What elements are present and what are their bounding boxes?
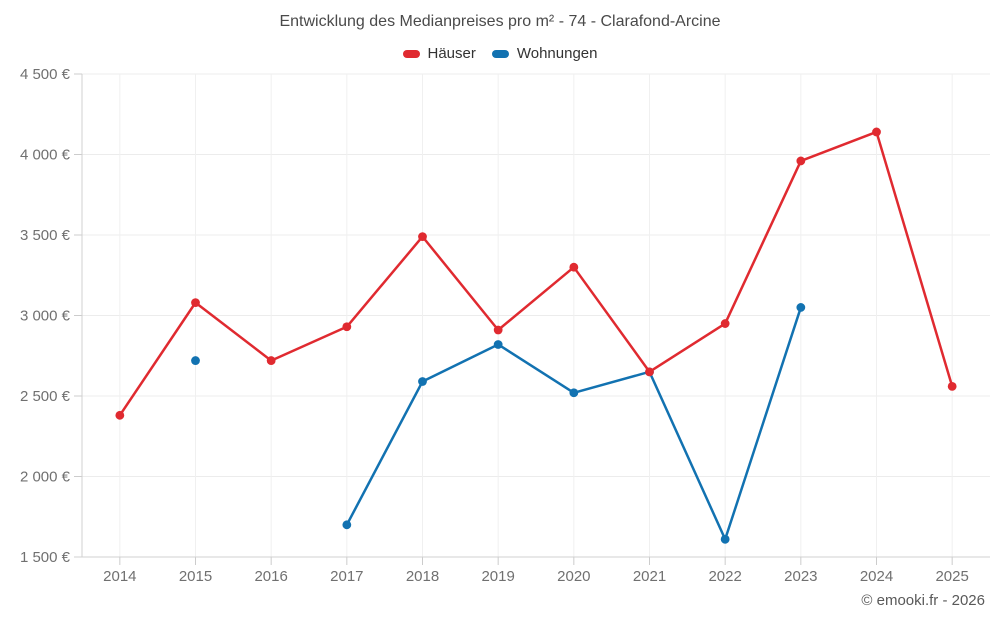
data-point-wohnungen[interactable] <box>493 340 503 349</box>
y-tick-label: 1 500 € <box>20 549 71 566</box>
legend-marker-wohnungen <box>491 49 509 58</box>
data-point-wohnungen[interactable] <box>720 534 730 544</box>
data-point-hauser[interactable] <box>796 156 806 166</box>
data-point-hauser[interactable] <box>493 325 503 335</box>
x-tick-label: 2017 <box>330 568 363 585</box>
chart-title: Entwicklung des Medianpreises pro m² - 7… <box>279 13 721 30</box>
x-tick-label: 2016 <box>254 568 287 585</box>
x-tick-label: 2020 <box>557 568 590 585</box>
data-point-hauser[interactable] <box>720 319 730 328</box>
legend-label: Wohnungen <box>516 45 598 62</box>
data-point-hauser[interactable] <box>872 127 881 137</box>
data-point-wohnungen[interactable] <box>191 356 200 365</box>
x-tick-label: 2021 <box>633 568 666 585</box>
data-point-hauser[interactable] <box>418 232 427 242</box>
y-tick-label: 4 500 € <box>20 66 71 83</box>
data-point-wohnungen[interactable] <box>342 520 352 530</box>
x-tick-label: 2019 <box>481 568 514 585</box>
y-tick-label: 4 000 € <box>20 147 71 164</box>
y-tick-label: 2 000 € <box>20 469 71 486</box>
data-point-hauser[interactable] <box>645 367 654 377</box>
data-point-hauser[interactable] <box>191 298 200 308</box>
y-tick-label: 3 000 € <box>20 308 71 325</box>
x-tick-label: 2015 <box>179 568 212 585</box>
data-point-hauser[interactable] <box>115 410 125 420</box>
y-tick-label: 2 500 € <box>20 388 71 405</box>
x-tick-label: 2014 <box>103 568 136 585</box>
legend-label: Häuser <box>427 45 476 62</box>
x-tick-label: 2022 <box>708 568 741 585</box>
data-point-hauser[interactable] <box>947 381 957 391</box>
legend-marker-hauser <box>402 49 420 58</box>
x-tick-label: 2025 <box>935 568 968 585</box>
data-point-hauser[interactable] <box>569 262 579 272</box>
data-point-hauser[interactable] <box>342 322 352 332</box>
x-tick-label: 2018 <box>406 568 439 585</box>
legend-item-hauser[interactable]: Häuser <box>402 45 476 62</box>
data-point-wohnungen[interactable] <box>796 303 806 312</box>
x-tick-label: 2024 <box>860 568 893 585</box>
y-tick-label: 3 500 € <box>20 227 71 244</box>
x-tick-label: 2023 <box>784 568 817 585</box>
series-line-hauser[interactable] <box>118 130 954 417</box>
credits-link[interactable]: © emooki.fr - 2026 <box>861 592 985 609</box>
legend: Häuser Wohnungen <box>0 45 1000 62</box>
data-point-hauser[interactable] <box>266 356 276 365</box>
data-point-wohnungen[interactable] <box>569 388 579 398</box>
legend-item-wohnungen[interactable]: Wohnungen <box>491 45 598 62</box>
data-point-wohnungen[interactable] <box>418 377 427 386</box>
